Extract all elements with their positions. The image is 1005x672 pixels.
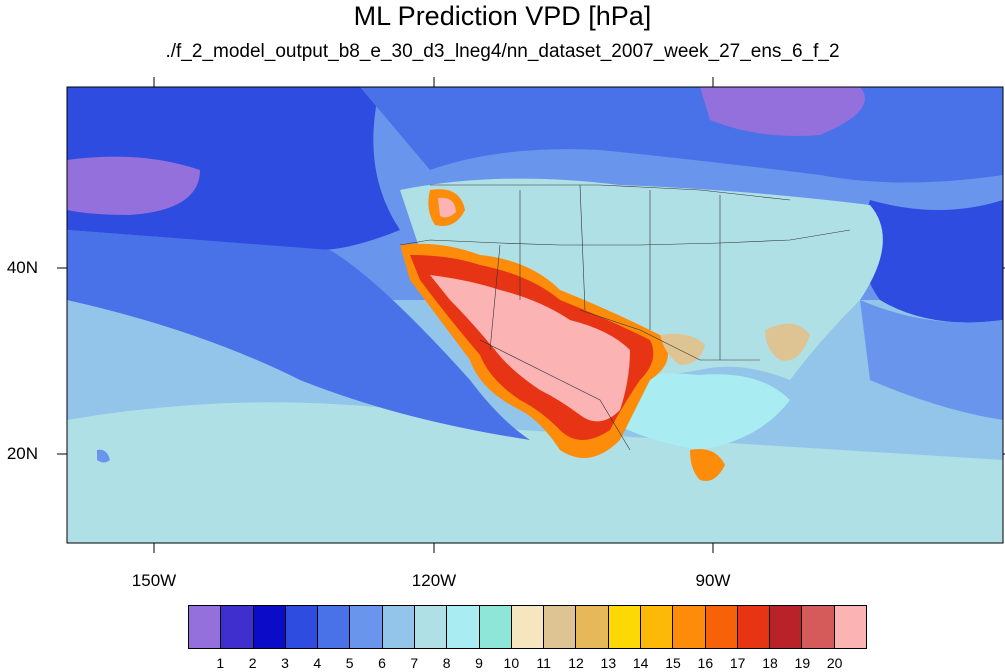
colorbar-box [253,606,286,648]
colorbar-box [382,606,415,648]
southeast-us [765,323,810,361]
colorbar-label: 8 [442,655,451,671]
colorbar-label: 9 [475,655,483,671]
colorbar-label: 19 [794,655,811,671]
colorbar-box [221,606,254,648]
colorbar-box [673,606,706,648]
colorbar-label: 18 [762,655,778,671]
colorbar-label: 5 [345,655,354,671]
colorbar-label: 7 [410,655,419,671]
boundary-lines [399,184,851,451]
colorbar-box [414,606,448,648]
colorbar-label: 16 [697,655,714,671]
colorbar-label: 13 [600,655,617,671]
lon-label-90w: 90W [695,571,731,590]
central-us [400,178,883,380]
colorbar-box [608,606,641,648]
colorbar-box [576,606,609,648]
colorbar-box [770,606,803,648]
colorbar-box [834,606,866,648]
colorbar-label: 15 [665,655,681,671]
southwest-desert [430,275,630,422]
pnw-hotspot-core [438,197,456,218]
colorbar-box [705,606,738,648]
colorbar-label: 6 [378,655,386,671]
tropical-lighter [67,402,1003,543]
east-atlantic [862,200,1003,323]
colorbar-label: 10 [503,655,520,671]
colorbar-label: 3 [281,655,289,671]
atlantic-medium [860,300,1003,420]
colorbar-label: 2 [248,655,257,671]
lat-label-20n: 20N [6,444,38,463]
colorbar-box [737,606,771,648]
map-title: ML Prediction VPD [hPa] [353,1,652,31]
colorbar-label: 4 [313,655,322,671]
colorbar-box [447,606,480,648]
colorbar-box [511,606,545,648]
central-america-hot [690,449,725,481]
lon-label-120w: 120W [411,571,457,590]
colorbar-label: 11 [536,655,551,671]
colorbar-label: 17 [729,655,746,671]
hawaii [97,449,110,463]
map-frame [66,86,1004,544]
colorbar-box [802,606,835,648]
colorbar-box [318,606,351,648]
lat-label-40n: 40N [6,258,38,277]
colorbar-label: 1 [216,655,225,671]
gulf-of-mexico [600,373,790,450]
colorbar-label: 14 [632,655,649,671]
colorbar-box [640,606,674,648]
colorbar-label: 20 [826,655,843,671]
colorbar-box [189,606,222,648]
hudson-bay-low [700,87,865,136]
tick-marks [57,77,1005,553]
colorbar-box [479,606,512,648]
lon-label-150w: 150W [131,571,177,590]
colorbar [188,605,867,649]
colorbar-label: 12 [568,655,584,671]
colorbar-box [285,606,319,648]
alaska-gulf-low [67,156,200,215]
colorbar-box [544,606,577,648]
colorbar-box [350,606,383,648]
pacific-medium-band [67,230,530,440]
map-subtitle: ./f_2_model_output_b8_e_30_d3_lneg4/nn_d… [165,41,840,62]
